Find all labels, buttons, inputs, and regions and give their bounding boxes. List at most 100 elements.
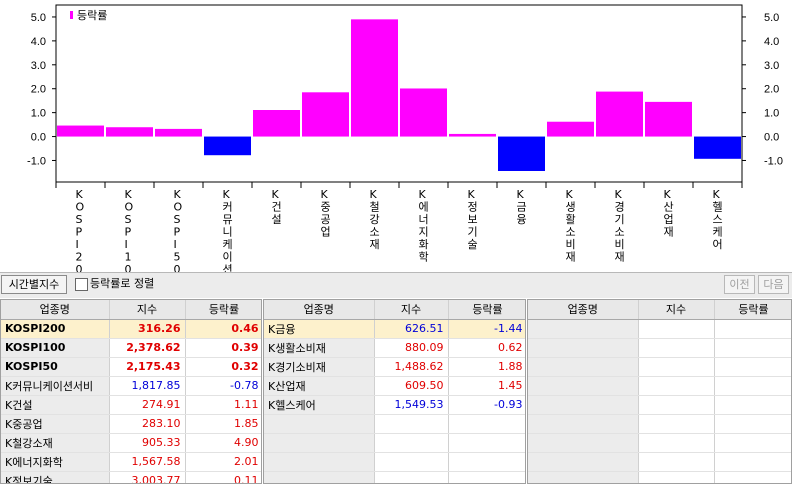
header-index[interactable]: 지수: [374, 300, 449, 320]
bar-K경기소비재: [596, 91, 643, 137]
table-row[interactable]: K철강소재 905.33 4.90: [1, 433, 261, 453]
header-sector-name[interactable]: 업종명: [528, 300, 639, 320]
y-tick-label-left: 4.0: [31, 36, 46, 48]
change-rate-cell: 0.32: [185, 357, 261, 377]
bar-K헬스케어: [694, 136, 741, 159]
bar-chart-svg: 5.0 5.0 4.0 4.0 3.0 3.0 2.0 2.0 1.0 1.0 0.0 0.0 -1.0…: [27, 4, 783, 272]
change-rate-cell: 1.11: [185, 395, 261, 415]
index-value-cell: 1,567.58: [109, 452, 186, 472]
sector-name-cell: [528, 471, 639, 483]
index-value-cell: [374, 452, 449, 472]
change-rate-cell: 1.45: [448, 376, 525, 396]
index-value-cell: [638, 433, 715, 453]
table-row[interactable]: KOSPI200 316.26 0.46: [1, 319, 261, 339]
header-change-rate[interactable]: 등락률: [185, 300, 261, 320]
header-index[interactable]: 지수: [109, 300, 186, 320]
index-value-cell: [638, 395, 715, 415]
next-button[interactable]: 다음: [758, 275, 789, 294]
table-row[interactable]: K경기소비재 1,488.62 1.88: [264, 357, 525, 377]
header-sector-name[interactable]: 업종명: [264, 300, 375, 320]
bar-KOSPI200: [57, 125, 104, 137]
sector-name-cell: K금융: [264, 319, 375, 339]
y-tick-label-left: 5.0: [31, 12, 46, 24]
bar-KOSPI100: [106, 127, 153, 137]
index-value-cell: [638, 357, 715, 377]
table-row: [528, 338, 791, 358]
table-row: [264, 414, 525, 434]
sector-name-cell: [264, 414, 375, 434]
index-value-cell: 626.51: [374, 319, 449, 339]
sector-name-cell: K철강소재: [1, 433, 110, 453]
x-category-label: KOSPI200: [76, 188, 85, 272]
table-row: [528, 395, 791, 415]
time-index-button[interactable]: 시간별지수: [1, 275, 67, 294]
header-sector-name[interactable]: 업종명: [1, 300, 110, 320]
index-value-cell: 283.10: [109, 414, 186, 434]
change-rate-cell: 0.39: [185, 338, 261, 358]
header-change-rate[interactable]: 등락률: [714, 300, 791, 320]
table-row: [528, 357, 791, 377]
sector-name-cell: K경기소비재: [264, 357, 375, 377]
table-row[interactable]: K정보기술 3,003.77 0.11: [1, 471, 261, 483]
table-row[interactable]: K중공업 283.10 1.85: [1, 414, 261, 434]
sector-name-cell: [528, 319, 639, 339]
table-row[interactable]: K생활소비재 880.09 0.62: [264, 338, 525, 358]
table-row: [528, 414, 791, 434]
change-rate-cell: 1.85: [185, 414, 261, 434]
table-row[interactable]: K건설 274.91 1.11: [1, 395, 261, 415]
header-change-rate[interactable]: 등락률: [448, 300, 525, 320]
table-header-row: 업종명 지수 등락률: [528, 300, 791, 320]
change-rate-cell: [714, 414, 791, 434]
table-row[interactable]: K에너지화학 1,567.58 2.01: [1, 452, 261, 472]
table-row[interactable]: K금융 626.51 -1.44: [264, 319, 525, 339]
bar-K금융: [498, 136, 545, 171]
sector-name-cell: K중공업: [1, 414, 110, 434]
y-tick-label-right: -1.0: [764, 155, 783, 167]
bar-K에너지화학: [400, 88, 447, 137]
y-tick-label-right: 0.0: [764, 132, 779, 144]
change-rate-cell: [448, 433, 525, 453]
index-value-cell: 316.26: [109, 319, 186, 339]
prev-button[interactable]: 이전: [724, 275, 755, 294]
header-index[interactable]: 지수: [638, 300, 715, 320]
y-tick-label-right: 3.0: [764, 60, 779, 72]
change-rate-cell: 0.11: [185, 471, 261, 483]
change-rate-cell: -0.93: [448, 395, 525, 415]
sector-name-cell: K산업재: [264, 376, 375, 396]
table-row[interactable]: K헬스케어 1,549.53 -0.93: [264, 395, 525, 415]
change-rate-cell: [714, 357, 791, 377]
table-row: [264, 471, 525, 483]
change-rate-cell: 4.90: [185, 433, 261, 453]
sector-table-panel-1: 업종명 지수 등락률 KOSPI200 316.26 0.46 KOSPI100 2,378.…: [0, 299, 262, 484]
y-tick-label-left: 2.0: [31, 84, 46, 96]
table-row[interactable]: K산업재 609.50 1.45: [264, 376, 525, 396]
table-header-row: 업종명 지수 등락률: [1, 300, 261, 320]
table-row[interactable]: K커뮤니케이션서비 1,817.85 -0.78: [1, 376, 261, 396]
sector-name-cell: [528, 414, 639, 434]
sector-name-cell: KOSPI100: [1, 338, 110, 358]
index-value-cell: [638, 376, 715, 396]
index-value-cell: 3,003.77: [109, 471, 186, 483]
table-row[interactable]: KOSPI50 2,175.43 0.32: [1, 357, 261, 377]
bar-KOSPI50: [155, 128, 202, 137]
index-value-cell: [374, 471, 449, 483]
change-rate-cell: [714, 395, 791, 415]
index-value-cell: 905.33: [109, 433, 186, 453]
change-rate-cell: 2.01: [185, 452, 261, 472]
sector-name-cell: K건설: [1, 395, 110, 415]
index-value-cell: [374, 414, 449, 434]
sector-name-cell: [264, 471, 375, 483]
table-row[interactable]: KOSPI100 2,378.62 0.39: [1, 338, 261, 358]
y-tick-label-right: 1.0: [764, 108, 779, 120]
sort-by-change-checkbox[interactable]: [75, 278, 88, 291]
sector-name-cell: K헬스케어: [264, 395, 375, 415]
change-rate-cell: -1.44: [448, 319, 525, 339]
index-value-cell: [638, 414, 715, 434]
change-rate-cell: [714, 319, 791, 339]
toolbar: [0, 272, 792, 298]
change-rate-cell: 0.62: [448, 338, 525, 358]
